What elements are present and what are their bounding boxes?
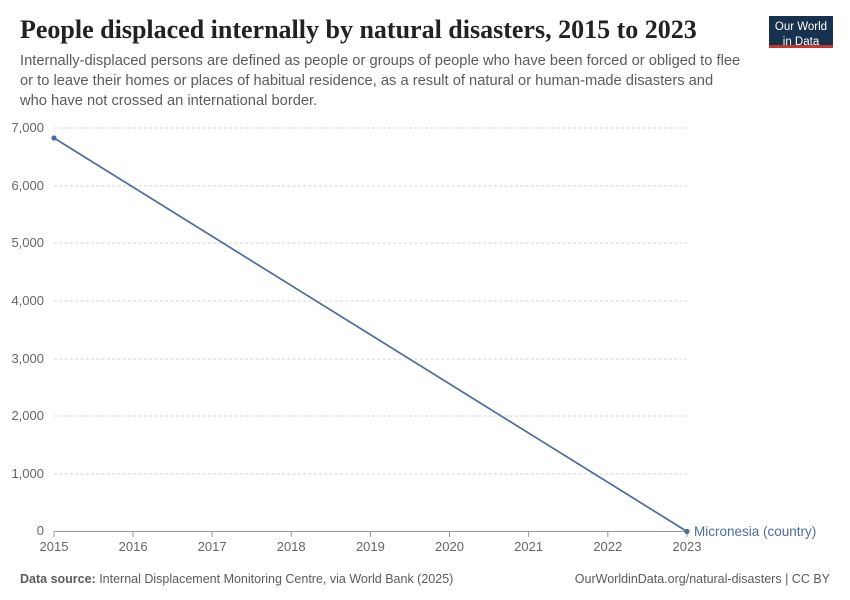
svg-text:2022: 2022	[593, 539, 622, 554]
svg-text:2015: 2015	[40, 539, 69, 554]
svg-text:2017: 2017	[198, 539, 227, 554]
svg-text:2021: 2021	[514, 539, 543, 554]
svg-text:4,000: 4,000	[11, 293, 44, 308]
svg-text:2016: 2016	[119, 539, 148, 554]
svg-text:3,000: 3,000	[11, 351, 44, 366]
svg-text:0: 0	[37, 523, 44, 538]
svg-text:2023: 2023	[673, 539, 702, 554]
svg-text:2018: 2018	[277, 539, 306, 554]
svg-text:7,000: 7,000	[11, 120, 44, 135]
svg-text:1,000: 1,000	[11, 466, 44, 481]
svg-text:Micronesia (country): Micronesia (country)	[694, 524, 816, 539]
svg-text:2,000: 2,000	[11, 408, 44, 423]
svg-text:2020: 2020	[435, 539, 464, 554]
svg-text:5,000: 5,000	[11, 235, 44, 250]
svg-text:6,000: 6,000	[11, 178, 44, 193]
svg-text:2019: 2019	[356, 539, 385, 554]
